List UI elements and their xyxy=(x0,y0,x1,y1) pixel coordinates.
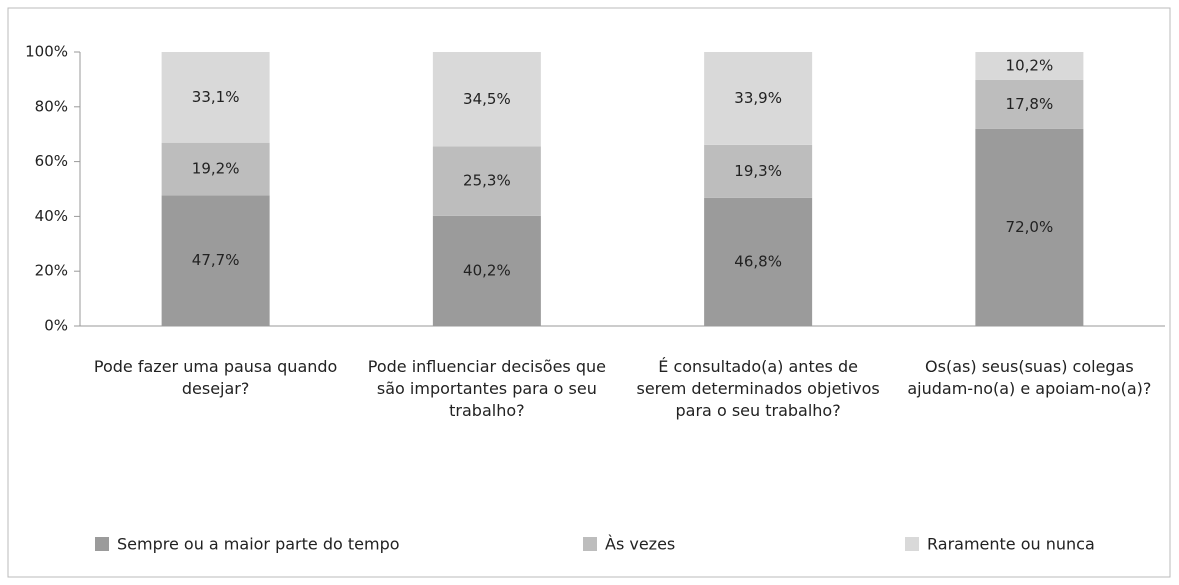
y-tick-label: 80% xyxy=(35,97,68,115)
data-label: 72,0% xyxy=(1006,218,1054,236)
bar-segment xyxy=(704,52,813,145)
data-label: 33,1% xyxy=(192,88,240,106)
bar-segment xyxy=(704,144,813,198)
y-tick-label: 100% xyxy=(25,43,68,61)
bar-segment xyxy=(432,52,541,147)
data-label: 40,2% xyxy=(463,261,511,279)
y-tick-label: 20% xyxy=(35,262,68,280)
x-tick-label: É consultado(a) antes de serem determina… xyxy=(636,357,880,420)
legend-swatch xyxy=(905,537,919,551)
data-label: 25,3% xyxy=(463,172,511,190)
bar-segment xyxy=(432,215,541,326)
data-label: 19,3% xyxy=(734,162,782,180)
data-label: 19,2% xyxy=(192,159,240,177)
legend-swatch xyxy=(95,537,109,551)
bar-segment xyxy=(975,52,1084,80)
data-label: 33,9% xyxy=(734,89,782,107)
bar-segment xyxy=(432,146,541,216)
y-tick-label: 40% xyxy=(35,207,68,225)
legend-label: Raramente ou nunca xyxy=(927,535,1095,554)
bar-segment xyxy=(161,52,270,143)
legend-label: Às vezes xyxy=(605,535,675,554)
x-tick-label: Os(as) seus(suas) colegas ajudam-no(a) e… xyxy=(907,357,1152,398)
x-tick-label: Pode influenciar decisões que são import… xyxy=(367,357,606,420)
bar-segment xyxy=(975,128,1084,326)
data-label: 10,2% xyxy=(1006,56,1054,74)
x-tick-label: Pode fazer uma pausa quando desejar? xyxy=(93,357,338,398)
bar-segment xyxy=(161,195,270,326)
y-tick-label: 0% xyxy=(44,317,68,335)
bar-segment xyxy=(975,79,1084,129)
bar-segment xyxy=(704,197,813,326)
bar-segment xyxy=(161,142,270,196)
data-label: 47,7% xyxy=(192,251,240,269)
legend-swatch xyxy=(583,537,597,551)
data-label: 46,8% xyxy=(734,252,782,270)
data-label: 17,8% xyxy=(1006,95,1054,113)
y-tick-label: 60% xyxy=(35,152,68,170)
data-label: 34,5% xyxy=(463,90,511,108)
legend-label: Sempre ou a maior parte do tempo xyxy=(117,535,400,554)
